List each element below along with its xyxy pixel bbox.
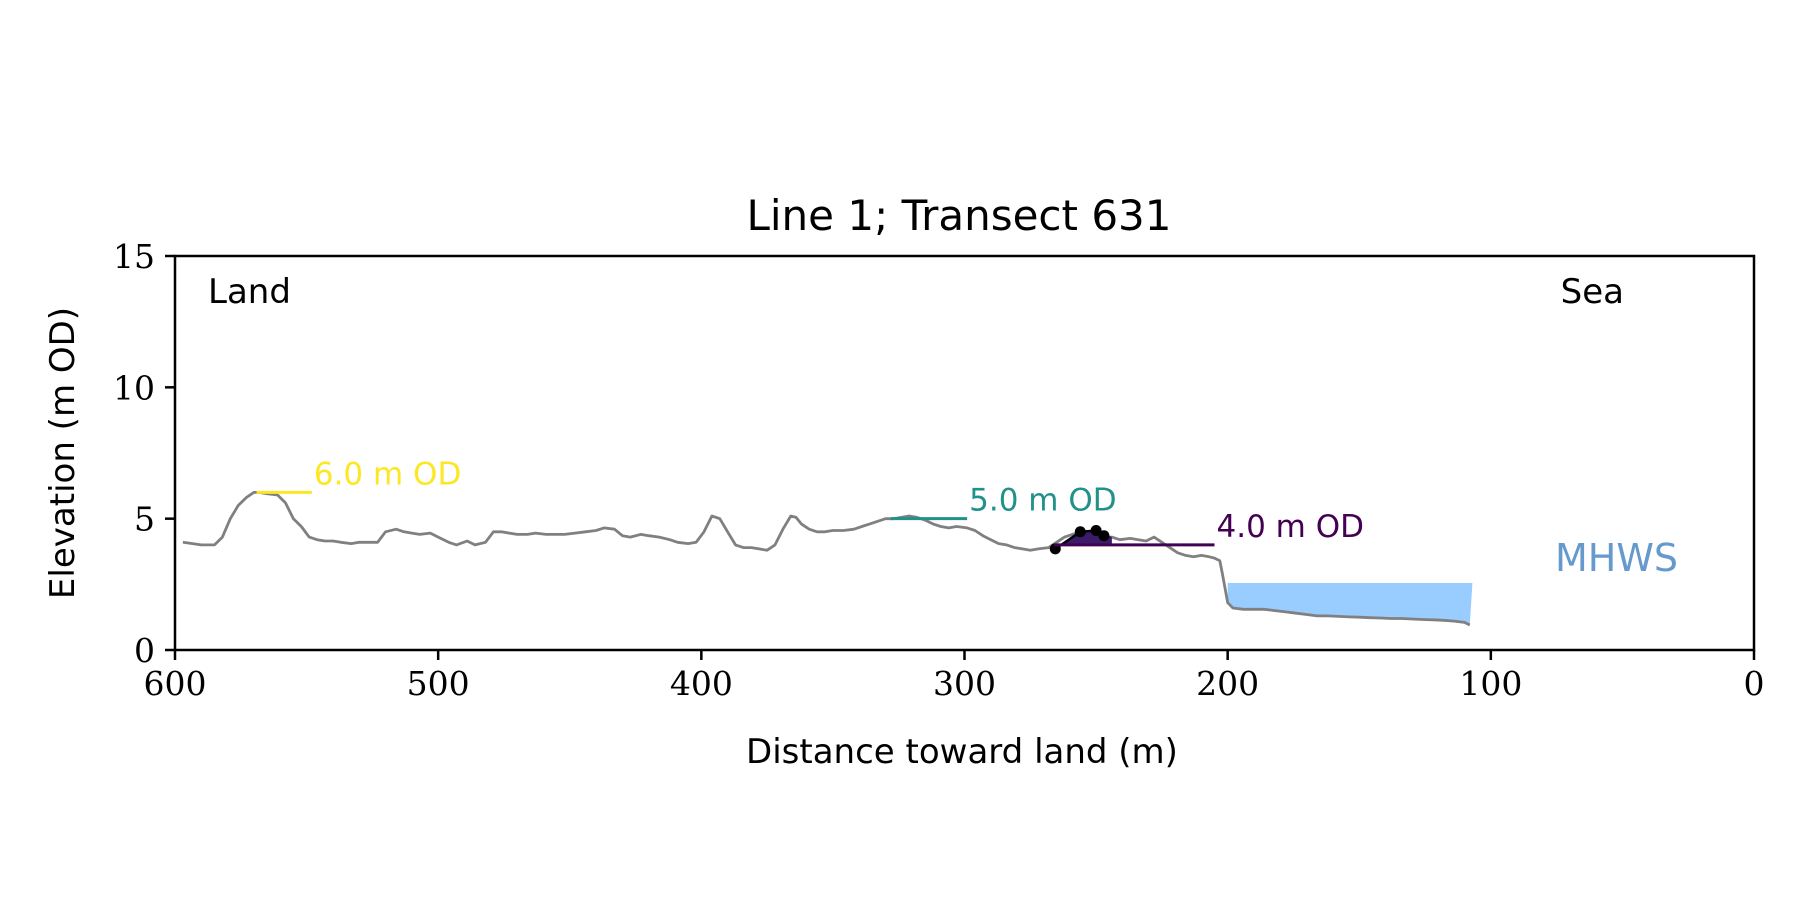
y-tick-label: 0 — [134, 631, 155, 670]
level-label: 6.0 m OD — [314, 456, 461, 492]
level-label: 5.0 m OD — [969, 483, 1116, 519]
y-tick-label: 5 — [134, 500, 155, 539]
x-tick-label: 0 — [1744, 664, 1765, 703]
highlight-point — [1090, 524, 1102, 536]
profile-line — [182, 491, 1471, 627]
elevation-profile — [182, 491, 1471, 627]
x-tick-label: 400 — [670, 664, 733, 703]
mhws-label: MHWS — [1555, 536, 1678, 580]
level-label: 4.0 m OD — [1217, 509, 1364, 545]
y-axis-label: Elevation (m OD) — [43, 307, 83, 599]
x-tick-label: 100 — [1459, 664, 1522, 703]
highlight-point — [1098, 530, 1110, 542]
x-axis-ticks: 600 500 400 300 200 100 0 — [144, 650, 1765, 703]
x-axis-label: Distance toward land (m) — [746, 732, 1178, 772]
y-axis-ticks: 0 5 10 15 — [113, 237, 175, 670]
plot-frame — [173, 254, 1756, 652]
x-tick-label: 300 — [933, 664, 996, 703]
x-tick-label: 500 — [407, 664, 470, 703]
mhws-band — [1227, 583, 1473, 626]
x-tick-label: 200 — [1196, 664, 1259, 703]
level-markers: 6.0 m OD 5.0 m OD 4.0 m OD — [256, 456, 1364, 547]
land-label: Land — [208, 272, 291, 312]
chart-title: Line 1; Transect 631 — [746, 191, 1171, 240]
highlight-point — [1074, 526, 1086, 538]
sea-label: Sea — [1561, 272, 1624, 312]
y-tick-label: 15 — [113, 237, 155, 276]
y-tick-label: 10 — [113, 368, 155, 407]
mhws-fill — [1227, 583, 1473, 626]
x-tick-label: 600 — [144, 664, 207, 703]
